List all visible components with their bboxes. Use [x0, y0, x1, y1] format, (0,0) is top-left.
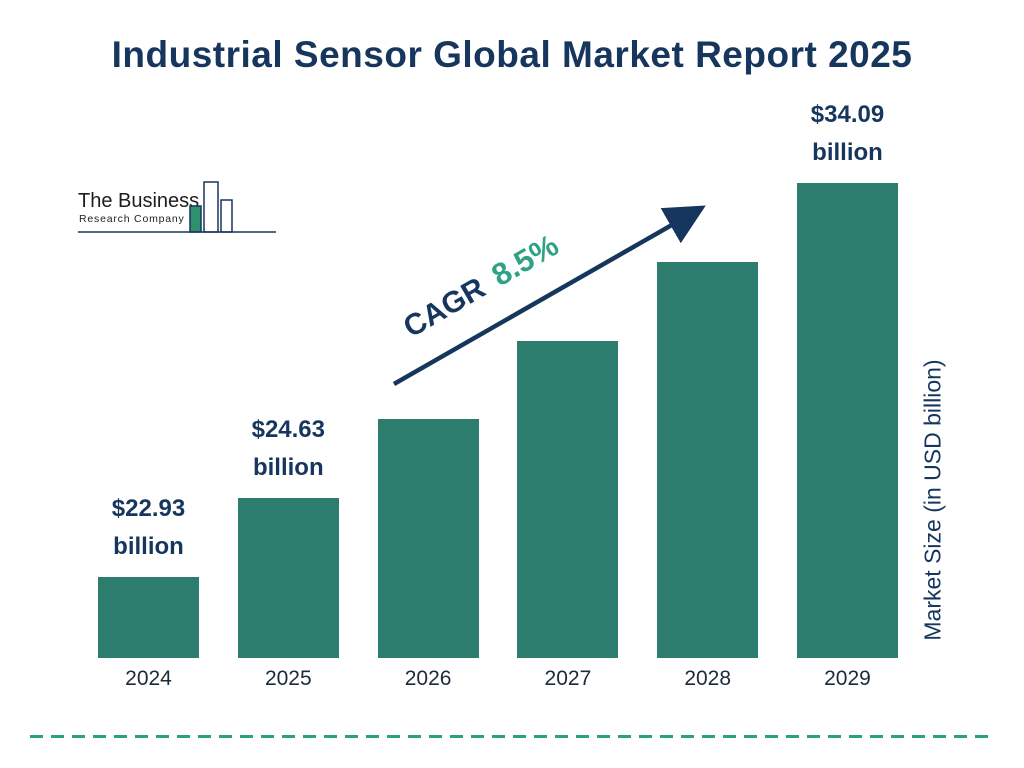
logo-line2: Research Company	[79, 213, 185, 225]
x-axis-tick-2025: 2025	[264, 667, 312, 690]
cagr-trend-arrow	[392, 205, 706, 386]
bottom-dashed-line	[30, 735, 994, 738]
x-axis-tick-2024: 2024	[125, 667, 172, 690]
y-axis-label: Market Size (in USD billion)	[919, 359, 946, 641]
x-axis-tick-2026: 2026	[404, 667, 452, 690]
bar-column-2024: $22.93 billion 2024	[98, 490, 199, 700]
x-axis-tick-2028: 2028	[684, 667, 732, 690]
bar-value-label-2024: $22.93 billion	[112, 490, 185, 566]
bar-column-2028: 2028	[657, 262, 759, 700]
bar-2024	[98, 577, 199, 658]
bar-value-label-2025: $24.63 billion	[252, 411, 325, 487]
bar-value-label-line: billion	[252, 454, 324, 481]
x-axis-tick-2029: 2029	[824, 667, 871, 690]
bar-2025	[237, 498, 339, 658]
x-axis-tick-2027: 2027	[544, 667, 592, 690]
bar-column-2025: $24.63 billion 2025	[237, 411, 339, 700]
bar-value-label-line: $34.09	[810, 101, 885, 128]
bar-2028	[657, 262, 759, 658]
bar-2026	[377, 419, 479, 658]
bar-column-2026: 2026	[377, 419, 479, 700]
bar-2027	[517, 341, 619, 658]
bar-value-label-line: billion	[113, 533, 184, 560]
bar-value-label-line: $24.63	[251, 416, 325, 443]
bar-2029	[796, 183, 898, 658]
company-logo: The Business Research Company	[68, 172, 288, 246]
logo-line1: The Business	[78, 190, 199, 212]
bar-value-label-line: $22.93	[111, 495, 186, 522]
page-title: Industrial Sensor Global Market Report 2…	[111, 34, 913, 75]
bar-column-2029: $34.09 billion 2029	[796, 96, 898, 700]
bar-chart-logo-icon: The Business Research Company	[78, 181, 276, 233]
bar-column-2027: 2027	[517, 341, 619, 700]
bar-chart: $22.93 billion 2024 $24.63 billion 2025 2026 20…	[98, 96, 898, 700]
bar-value-label-2029: $34.09 billion	[811, 96, 884, 172]
bar-value-label-line: billion	[812, 139, 883, 166]
